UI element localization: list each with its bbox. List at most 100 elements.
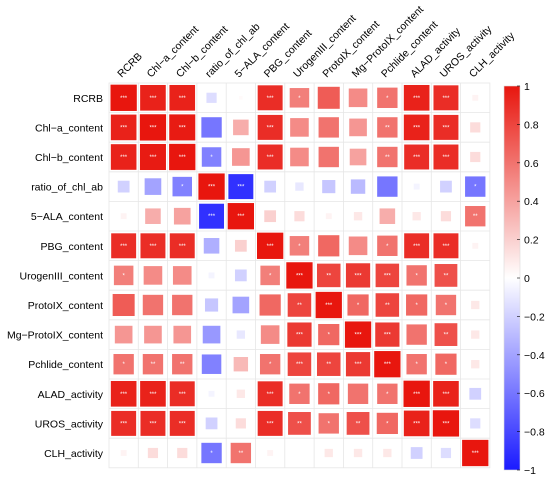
row-label: UrogenIII_content <box>20 270 104 282</box>
significance-marker: *** <box>267 244 275 250</box>
heatmap-cell <box>433 144 459 170</box>
significance-marker: *** <box>179 421 187 427</box>
heatmap-cell <box>433 233 459 259</box>
heatmap-cell <box>140 380 166 407</box>
heatmap-cell <box>169 233 195 259</box>
significance-marker: *** <box>413 155 421 161</box>
heatmap-cell <box>199 203 225 229</box>
heatmap-cell <box>286 262 313 289</box>
significance-marker: *** <box>413 244 421 250</box>
colorbar-tick-label: −0.8 <box>524 427 545 439</box>
heatmap-cell <box>377 146 398 168</box>
heatmap-cell <box>317 86 340 109</box>
significance-marker: * <box>386 421 389 427</box>
heatmap-cell <box>377 87 398 108</box>
significance-marker: * <box>357 303 360 309</box>
heatmap-cell <box>289 236 310 256</box>
heatmap-cell <box>287 352 312 376</box>
significance-marker: * <box>386 392 389 398</box>
heatmap-cell <box>433 85 459 111</box>
heatmap-cell <box>290 118 309 137</box>
heatmap-cell <box>232 148 250 166</box>
significance-marker: ** <box>151 362 156 368</box>
heatmap-cell <box>201 147 222 167</box>
heatmap-cell <box>235 418 246 429</box>
significance-marker: *** <box>355 273 363 279</box>
heatmap-cell <box>202 325 221 344</box>
heatmap-cell <box>318 413 339 434</box>
heatmap-cell <box>316 352 341 376</box>
heatmap-cell <box>236 330 246 339</box>
heatmap-cell <box>318 146 339 168</box>
heatmap-cell <box>257 85 283 111</box>
significance-marker: * <box>122 273 125 279</box>
heatmap-cell <box>471 300 480 310</box>
heatmap-cell <box>433 114 459 140</box>
significance-marker: ** <box>297 303 302 309</box>
significance-marker: *** <box>120 421 128 427</box>
heatmap-cell <box>112 293 135 317</box>
significance-marker: *** <box>149 96 157 102</box>
significance-marker: *** <box>267 392 275 398</box>
heatmap-cell <box>318 117 339 138</box>
heatmap-cell <box>406 354 427 375</box>
heatmap-cell <box>434 264 458 287</box>
significance-marker: *** <box>355 333 363 339</box>
heatmap-cells: *** *** *** *** * * *** ****** *** *** *** ** *** ***… <box>110 84 489 467</box>
heatmap-cell <box>345 352 371 377</box>
heatmap-cell <box>172 294 193 316</box>
colorbar-tick-label: 0 <box>524 273 530 285</box>
heatmap-cell <box>120 213 127 220</box>
row-label: ratio_of_chl_ab <box>31 182 103 194</box>
heatmap-cell <box>289 88 310 108</box>
significance-marker: *** <box>208 185 216 191</box>
row-label: Chl−a_content <box>35 122 103 134</box>
heatmap-cell <box>144 178 162 195</box>
colorbar-tick-label: −0.4 <box>524 350 545 362</box>
significance-marker: *** <box>120 125 128 131</box>
heatmap-cell <box>267 450 274 456</box>
heatmap-cell <box>322 180 336 194</box>
heatmap-cell <box>113 265 134 286</box>
heatmap-cell <box>404 233 430 259</box>
heatmap-cell <box>406 265 427 286</box>
significance-marker: * <box>210 451 213 457</box>
heatmap-cell <box>471 360 480 369</box>
heatmap-cell <box>474 274 477 277</box>
significance-marker: * <box>415 362 418 368</box>
heatmap-cell <box>147 447 159 459</box>
heatmap-cell <box>318 383 340 405</box>
heatmap-cell <box>440 447 452 459</box>
heatmap-cell <box>110 84 137 111</box>
heatmap-cell <box>140 233 166 259</box>
heatmap-cell <box>238 95 243 100</box>
heatmap-cell <box>347 383 369 404</box>
row-labels: RCRB Chl−a_content Chl−b_content ratio_of_c… <box>7 93 104 460</box>
heatmap-cell <box>403 84 430 111</box>
row-label: RCRB <box>73 93 103 105</box>
significance-marker: *** <box>120 96 128 102</box>
heatmap-cell <box>440 180 452 193</box>
heatmap-cell <box>260 325 280 344</box>
heatmap-cell <box>353 212 363 221</box>
significance-marker: * <box>328 421 331 427</box>
significance-marker: *** <box>208 214 216 220</box>
significance-marker: *** <box>296 273 304 279</box>
significance-marker: * <box>298 392 301 398</box>
heatmap-cell <box>403 410 430 437</box>
heatmap-cell <box>227 203 254 230</box>
significance-marker: * <box>122 362 125 368</box>
significance-marker: *** <box>325 303 333 309</box>
heatmap-cell <box>435 294 457 316</box>
heatmap-cell <box>471 330 480 339</box>
heatmap-cell <box>257 144 283 170</box>
significance-marker: *** <box>355 362 363 368</box>
heatmap-cell <box>375 263 400 288</box>
heatmap-cell <box>230 442 252 464</box>
heatmap-cell <box>353 448 363 458</box>
heatmap-cell <box>440 211 452 222</box>
colorbar: 1 0.8 0.6 0.4 0.2 0 −0.2 −0.4 −0.6 −0.8 −1 <box>503 81 545 477</box>
column-labels: RCRB Chl−a_contentChl−b_contentratio_of_c… <box>115 4 517 80</box>
significance-marker: * <box>298 96 301 102</box>
heatmap-cell <box>142 294 164 316</box>
